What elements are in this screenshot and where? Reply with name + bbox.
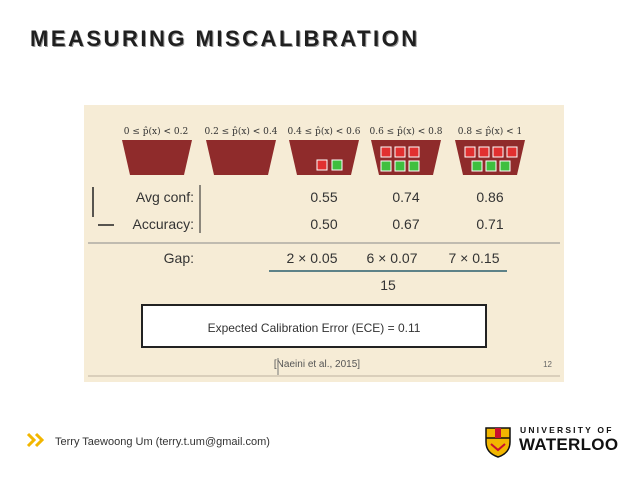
gap-term: 2 × 0.05 [287, 250, 338, 266]
red-mark [394, 146, 406, 158]
red-mark [380, 146, 392, 158]
ece-figure-svg: 0 ≤ p̂(x) < 0.2 0.2 ≤ p̂(x) < 0.4 0.4 ≤ … [84, 105, 564, 382]
accuracy-value: 0.67 [392, 216, 419, 232]
red-mark [408, 146, 420, 158]
slide-title: MEASURING MISCALIBRATION [30, 26, 420, 51]
avg-conf-label: Avg conf: [136, 189, 194, 205]
bin-bucket [122, 140, 192, 175]
gap-term: 6 × 0.07 [367, 250, 418, 266]
gap-term: 7 × 0.15 [449, 250, 500, 266]
accuracy-value: 0.71 [476, 216, 503, 232]
avg-conf-value: 0.55 [310, 189, 337, 205]
red-mark [464, 146, 476, 158]
green-mark [380, 160, 392, 172]
red-mark [506, 146, 518, 158]
bin-bucket [206, 140, 276, 175]
accuracy-value: 0.50 [310, 216, 337, 232]
gap-label: Gap: [164, 250, 194, 266]
red-mark [478, 146, 490, 158]
chevron-right-icon [26, 432, 45, 448]
bin-label: 0.4 ≤ p̂(x) < 0.6 [287, 126, 360, 137]
logo-line1: UNIVERSITY OF [520, 425, 614, 435]
crest-icon [485, 427, 511, 458]
bin-label: 0 ≤ p̂(x) < 0.2 [124, 126, 188, 137]
page-number: 12 [543, 360, 552, 369]
logo-line2: WATERLOO [519, 435, 619, 454]
bin-label: 0.6 ≤ p̂(x) < 0.8 [369, 126, 442, 137]
green-mark [331, 159, 343, 171]
green-mark [408, 160, 420, 172]
green-mark [394, 160, 406, 172]
ece-text: Expected Calibration Error (ECE) = 0.11 [208, 321, 421, 335]
bin-label: 0.8 ≤ p̂(x) < 1 [458, 126, 522, 137]
accuracy-label: Accuracy: [133, 216, 194, 232]
citation: [Naeini et al., 2015] [274, 359, 360, 370]
green-mark [499, 160, 511, 172]
avg-conf-value: 0.86 [476, 189, 503, 205]
red-mark [492, 146, 504, 158]
footer-author: Terry Taewoong Um (terry.t.um@gmail.com) [55, 436, 270, 448]
avg-conf-value: 0.74 [392, 189, 419, 205]
university-logo: UNIVERSITY OF WATERLOO [484, 424, 618, 460]
ece-box [141, 304, 487, 348]
denominator: 15 [380, 277, 396, 293]
ece-figure: 0 ≤ p̂(x) < 0.2 0.2 ≤ p̂(x) < 0.4 0.4 ≤ … [84, 105, 564, 382]
green-mark [471, 160, 483, 172]
red-mark [316, 159, 328, 171]
green-mark [485, 160, 497, 172]
bin-label: 0.2 ≤ p̂(x) < 0.4 [204, 126, 277, 137]
